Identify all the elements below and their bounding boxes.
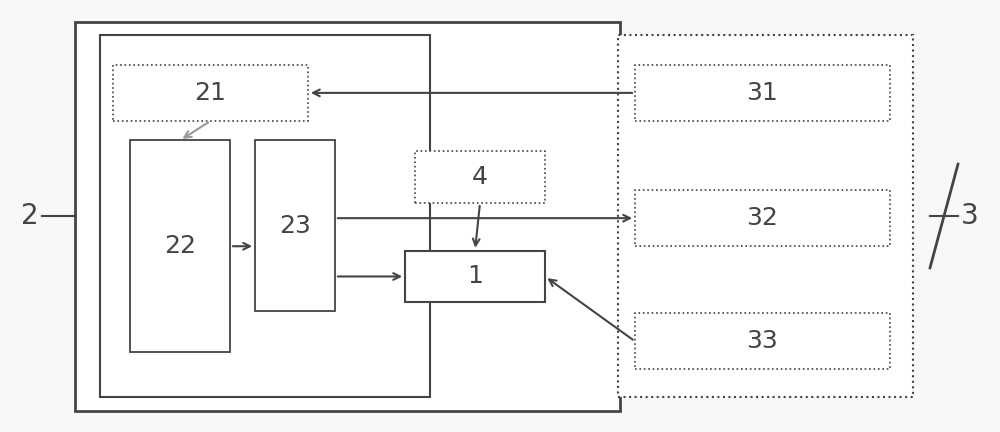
Text: 33: 33 xyxy=(747,329,778,353)
Bar xyxy=(113,65,308,121)
Text: 22: 22 xyxy=(164,234,196,258)
Bar xyxy=(255,140,335,311)
Bar xyxy=(618,35,913,397)
Text: 31: 31 xyxy=(747,81,778,105)
Bar xyxy=(75,22,620,411)
Text: 32: 32 xyxy=(747,206,778,230)
Text: 21: 21 xyxy=(195,81,226,105)
Text: 3: 3 xyxy=(961,202,979,230)
Text: 2: 2 xyxy=(21,202,39,230)
Text: 4: 4 xyxy=(472,165,488,189)
Bar xyxy=(635,65,890,121)
Bar xyxy=(635,190,890,246)
Bar xyxy=(100,35,430,397)
Text: 1: 1 xyxy=(467,264,483,289)
Bar xyxy=(635,313,890,369)
Text: 23: 23 xyxy=(279,214,311,238)
Bar xyxy=(405,251,545,302)
Bar xyxy=(415,151,545,203)
Bar xyxy=(130,140,230,352)
